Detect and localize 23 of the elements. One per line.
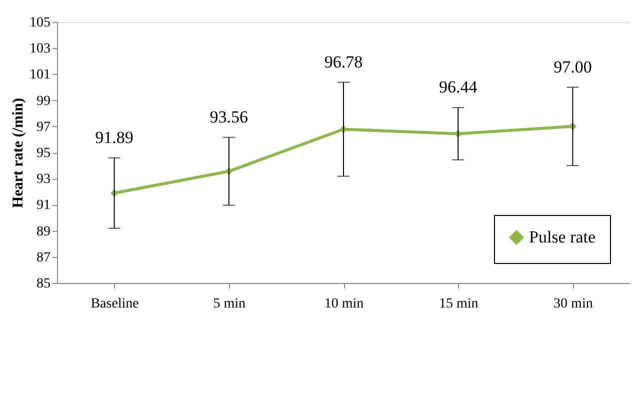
x-tick-label: 15 min: [438, 296, 478, 312]
y-tick-label: 105: [30, 16, 50, 30]
x-tick-label: Baseline: [90, 296, 139, 312]
y-tick-label: 89: [36, 224, 50, 240]
legend-label: Pulse rate: [529, 228, 596, 246]
data-label: 91.89: [95, 128, 134, 147]
y-tick-label: 95: [36, 146, 50, 161]
y-tick-label: 97: [36, 120, 50, 135]
y-tick-label: 101: [30, 68, 50, 83]
y-tick-label: 99: [36, 94, 50, 109]
data-label: 96.44: [438, 78, 478, 97]
x-tick-label: 10 min: [324, 296, 364, 312]
y-tick-label: 93: [36, 172, 50, 188]
y-axis-title: Heart rate (/min): [10, 98, 26, 208]
y-tick-label: 103: [30, 42, 50, 57]
y-tick-label: 91: [36, 198, 50, 214]
x-tick-label: 30 min: [554, 296, 593, 312]
data-label: 97.00: [554, 57, 592, 76]
data-label: 96.78: [324, 52, 363, 72]
y-tick-label: 85: [36, 276, 50, 292]
data-label: 93.56: [210, 107, 248, 126]
x-tick-label: 5 min: [213, 296, 246, 312]
y-tick-label: 87: [36, 250, 50, 266]
